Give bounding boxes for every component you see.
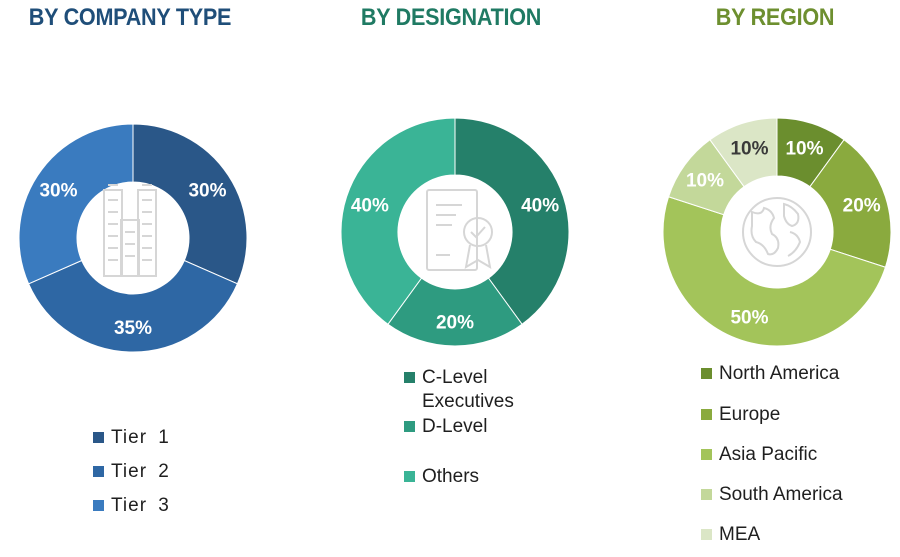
slice-label: 20%: [843, 195, 881, 216]
slice-label: 40%: [351, 195, 389, 216]
legend-label: North America: [719, 363, 840, 384]
legend-swatch: [701, 409, 712, 420]
slice-label: 10%: [686, 171, 724, 192]
legend-label: Others: [422, 466, 480, 487]
legend-item-d-level: D-Level: [404, 415, 487, 439]
donut-hole: [398, 175, 512, 289]
slice-label: 30%: [188, 180, 226, 201]
slice-label: 30%: [39, 180, 77, 201]
legend-swatch: [701, 489, 712, 500]
slice-label: 20%: [436, 313, 474, 334]
legend-swatch: [701, 368, 712, 379]
legend-swatch: [93, 466, 104, 477]
donut-hole: [721, 176, 833, 288]
legend-label: Tier 2: [111, 461, 170, 482]
title-region: BY REGION: [715, 4, 835, 31]
legend-label: Europe: [719, 404, 781, 425]
legend-item-mea: MEA: [701, 523, 760, 547]
legend-label: South America: [719, 484, 843, 505]
legend-label: Tier 1: [111, 427, 170, 448]
globe-icon: [742, 197, 812, 267]
legend-item-tier-2: Tier 2: [93, 460, 170, 484]
legend-label: Tier 3: [111, 495, 170, 516]
legend-swatch: [701, 449, 712, 460]
legend-swatch: [404, 471, 415, 482]
legend-label: C-Level Executives: [422, 367, 514, 412]
slice-label: 10%: [730, 138, 768, 159]
donut-hole: [77, 182, 189, 294]
slice-label: 40%: [521, 195, 559, 216]
legend-item-north-america: North America: [701, 362, 839, 386]
legend-item-c-level: C-Level Executives: [404, 366, 514, 414]
legend-swatch: [93, 500, 104, 511]
title-designation: BY DESIGNATION: [360, 4, 542, 31]
legend-label: Asia Pacific: [719, 444, 818, 465]
legend-item-tier-1: Tier 1: [93, 426, 170, 450]
legend-swatch: [93, 432, 104, 443]
legend-label: D-Level: [422, 416, 488, 437]
title-company-type: BY COMPANY TYPE: [28, 4, 232, 31]
legend-item-tier-3: Tier 3: [93, 494, 170, 518]
legend-swatch: [404, 372, 415, 383]
slice-label: 10%: [785, 138, 823, 159]
donut-designation: 40% 20% 40%: [340, 117, 570, 347]
legend-item-asia-pacific: Asia Pacific: [701, 443, 817, 467]
slice-label: 35%: [114, 318, 152, 339]
office-buildings-icon: [103, 184, 157, 277]
slice-label: 50%: [730, 308, 768, 329]
legend-item-others: Others: [404, 465, 479, 489]
donut-region: 10% 20% 50% 10% 10%: [662, 117, 892, 347]
legend-item-europe: Europe: [701, 403, 780, 427]
legend-swatch: [701, 529, 712, 540]
donut-company-type: 30% 35% 30%: [18, 123, 248, 353]
legend-item-south-america: South America: [701, 483, 843, 507]
certificate-document-icon: [426, 189, 493, 271]
legend-swatch: [404, 421, 415, 432]
legend-label: MEA: [719, 524, 761, 545]
